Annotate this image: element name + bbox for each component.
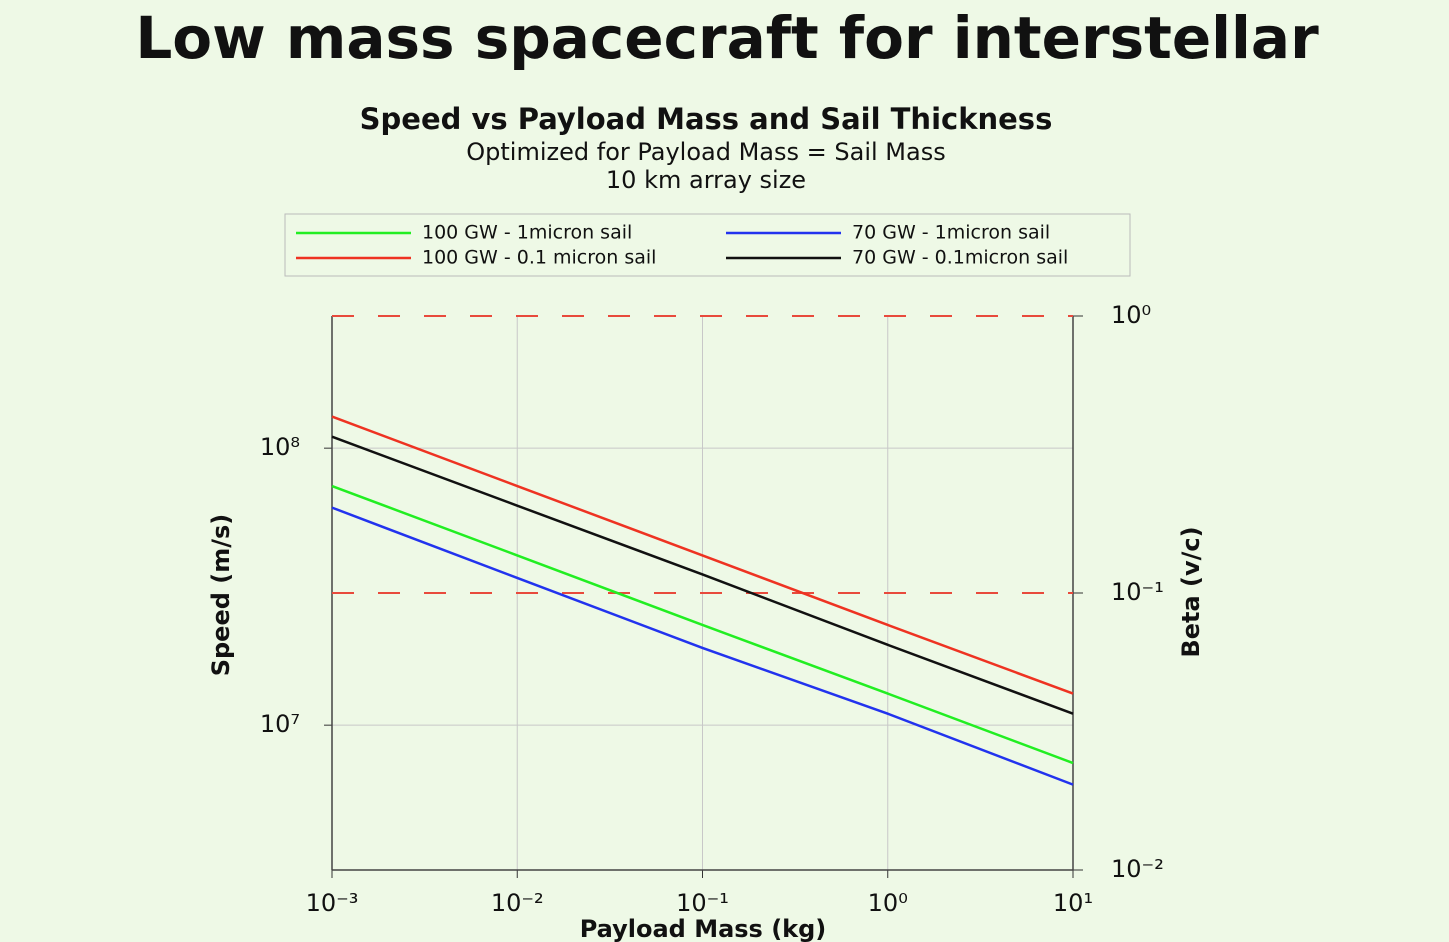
x-tick-label: 10⁻² — [491, 889, 544, 917]
x-tick-label: 10⁻³ — [306, 889, 359, 917]
legend-label: 70 GW - 0.1micron sail — [852, 247, 1068, 269]
legend-box — [284, 213, 1131, 277]
y-tick-label: 10⁸ — [260, 433, 300, 461]
y2-axis-label: Beta (v/c) — [1177, 526, 1205, 657]
y-tick-label: 10⁷ — [260, 710, 300, 738]
x-axis-label: Payload Mass (kg) — [580, 915, 827, 942]
y2-tick-label: 10⁻¹ — [1111, 578, 1164, 606]
y2-tick-label: 10⁻² — [1111, 855, 1164, 883]
x-tick-label: 10⁰ — [868, 889, 908, 917]
legend-label: 70 GW - 1micron sail — [852, 222, 1050, 244]
series-line — [331, 415, 1074, 695]
series-line — [331, 435, 1074, 715]
chart-title: Speed vs Payload Mass and Sail Thickness — [360, 102, 1053, 136]
x-tick-label: 10¹ — [1053, 889, 1093, 917]
y-axis-label: Speed (m/s) — [207, 514, 235, 677]
series-line — [331, 484, 1074, 765]
series-line — [331, 506, 1074, 786]
chart-subtitle: 10 km array size — [606, 166, 806, 194]
chart-subtitle: Optimized for Payload Mass = Sail Mass — [466, 138, 945, 166]
legend-label: 100 GW - 0.1 micron sail — [422, 247, 656, 269]
slide-title: Low mass spacecraft for interstellar — [135, 4, 1319, 72]
x-tick-label: 10⁻¹ — [676, 889, 729, 917]
legend-label: 100 GW - 1micron sail — [422, 222, 632, 244]
y2-tick-label: 10⁰ — [1111, 301, 1151, 329]
